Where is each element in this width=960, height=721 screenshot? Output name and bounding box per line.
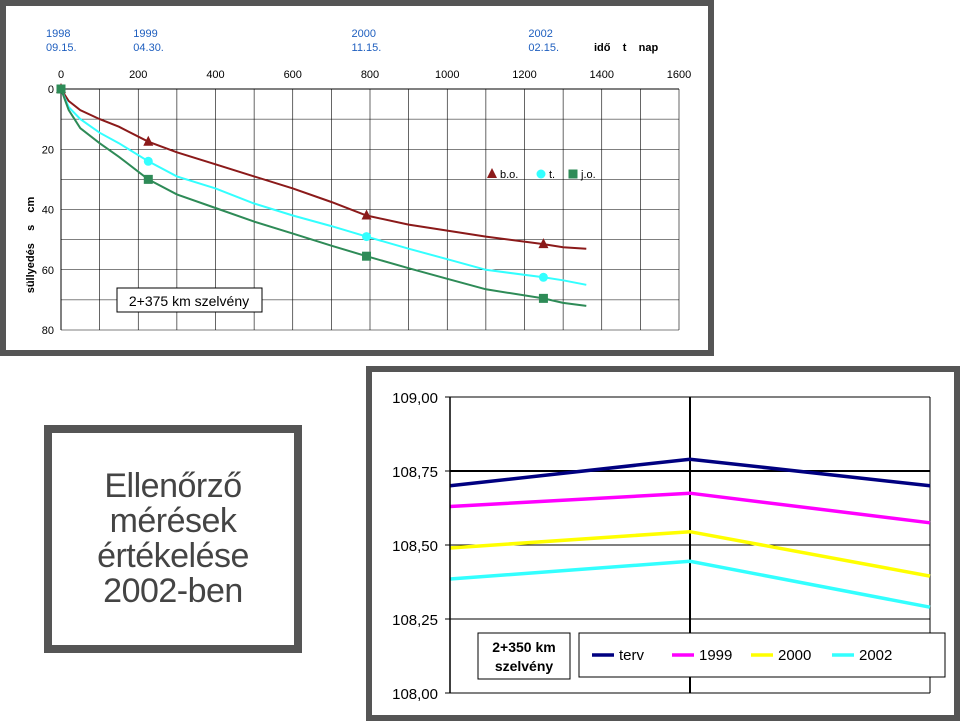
y-tick-label: 108,50 (392, 538, 438, 555)
chart-label: 2+375 km szelvény (129, 293, 249, 309)
x-tick-label: 200 (129, 69, 147, 81)
series-line (449, 559, 931, 609)
legend-label: 2000 (778, 647, 811, 664)
date-label-date: 11.15. (352, 42, 382, 54)
x-tick-label: 1400 (590, 69, 614, 81)
x-tick-label: 800 (361, 69, 379, 81)
x-tick-label: 0 (58, 69, 64, 81)
settlement-chart: 0 200 400 600 800 1000 1200 1400 1600 0 20 40 60 80 1… (0, 0, 714, 356)
date-label-date: 02.15. (528, 42, 559, 54)
series-line (60, 88, 587, 250)
x-tick-label: 400 (206, 69, 224, 81)
date-label-year: 2000 (352, 28, 376, 40)
legend-marker (568, 169, 578, 179)
legend-label: terv (619, 647, 645, 664)
y-tick-label: 0 (48, 84, 54, 96)
caption-line: mérések (109, 502, 237, 540)
data-point (361, 209, 372, 220)
data-point (143, 174, 153, 184)
caption-line: értékelése (97, 537, 249, 575)
chart-label-box (477, 632, 571, 680)
legend: b.o. t. j.o. (487, 168, 596, 181)
data-point (362, 232, 372, 242)
x-tick-label: 1600 (667, 69, 691, 81)
caption-text: Ellenőrző mérések értékelése 2002-ben (97, 469, 249, 609)
data-point (56, 84, 66, 94)
data-point (143, 156, 153, 166)
chart-label-box (116, 287, 263, 313)
legend-label: t. (549, 169, 555, 181)
y-tick-label: 80 (42, 325, 54, 337)
series-line (449, 457, 931, 488)
y-tick-label: 108,00 (392, 686, 438, 703)
y-axis-title: süllyedés s cm (25, 196, 37, 293)
series-line (60, 88, 587, 307)
date-label-date: 04.30. (133, 42, 164, 54)
chart-label-line: szelvény (495, 658, 554, 674)
legend-label: 2002 (859, 647, 892, 664)
y-tick-label: 108,25 (392, 612, 438, 629)
y-tick-label: 40 (42, 205, 54, 217)
date-label-date: 09.15. (46, 42, 77, 54)
data-point (538, 272, 548, 282)
date-label-year: 1999 (133, 28, 157, 40)
caption-line: Ellenőrző (104, 467, 242, 505)
date-label-year: 1998 (46, 28, 70, 40)
chart-label-line: 2+350 km (492, 639, 555, 655)
x-axis-title: idő t nap (594, 42, 658, 54)
legend: terv 1999 2000 2002 (578, 632, 946, 678)
series-line (449, 491, 931, 525)
data-point (143, 135, 154, 146)
legend-marker (487, 168, 497, 178)
data-point (538, 293, 548, 303)
x-tick-label: 1000 (435, 69, 459, 81)
legend-label: j.o. (580, 169, 596, 181)
legend-label: b.o. (500, 169, 518, 181)
caption-line: 2002-ben (103, 572, 243, 610)
data-point (538, 238, 549, 249)
date-label-year: 2002 (528, 28, 552, 40)
y-tick-label: 108,75 (392, 464, 438, 481)
y-tick-label: 20 (42, 144, 54, 156)
y-tick-label: 109,00 (392, 390, 438, 407)
y-tick-label: 60 (42, 265, 54, 277)
series-line (60, 88, 587, 286)
x-tick-label: 600 (284, 69, 302, 81)
data-point (362, 251, 372, 261)
caption-box: Ellenőrző mérések értékelése 2002-ben (44, 425, 302, 653)
series-line (449, 529, 931, 578)
x-tick-label: 1200 (512, 69, 536, 81)
legend-marker (536, 169, 546, 179)
legend-label: 1999 (699, 647, 732, 664)
